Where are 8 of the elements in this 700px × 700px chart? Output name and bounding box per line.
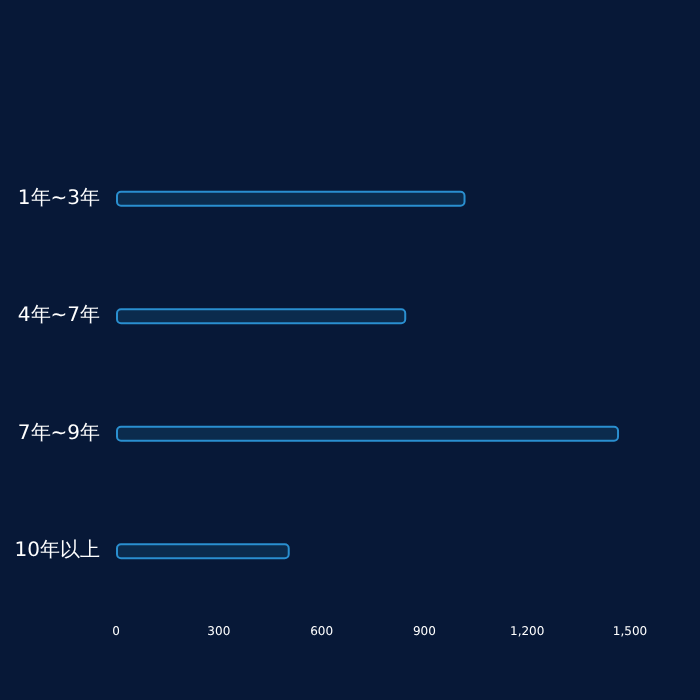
y-tick-label: 1年~3年	[17, 185, 100, 210]
y-tick-label: 10年以上	[14, 538, 100, 563]
y-tick-label: 7年~9年	[17, 420, 100, 445]
bar	[116, 308, 407, 325]
bar	[116, 425, 620, 442]
bar	[116, 190, 466, 207]
y-tick-label: 4年~7年	[17, 303, 100, 328]
bar	[116, 543, 290, 560]
